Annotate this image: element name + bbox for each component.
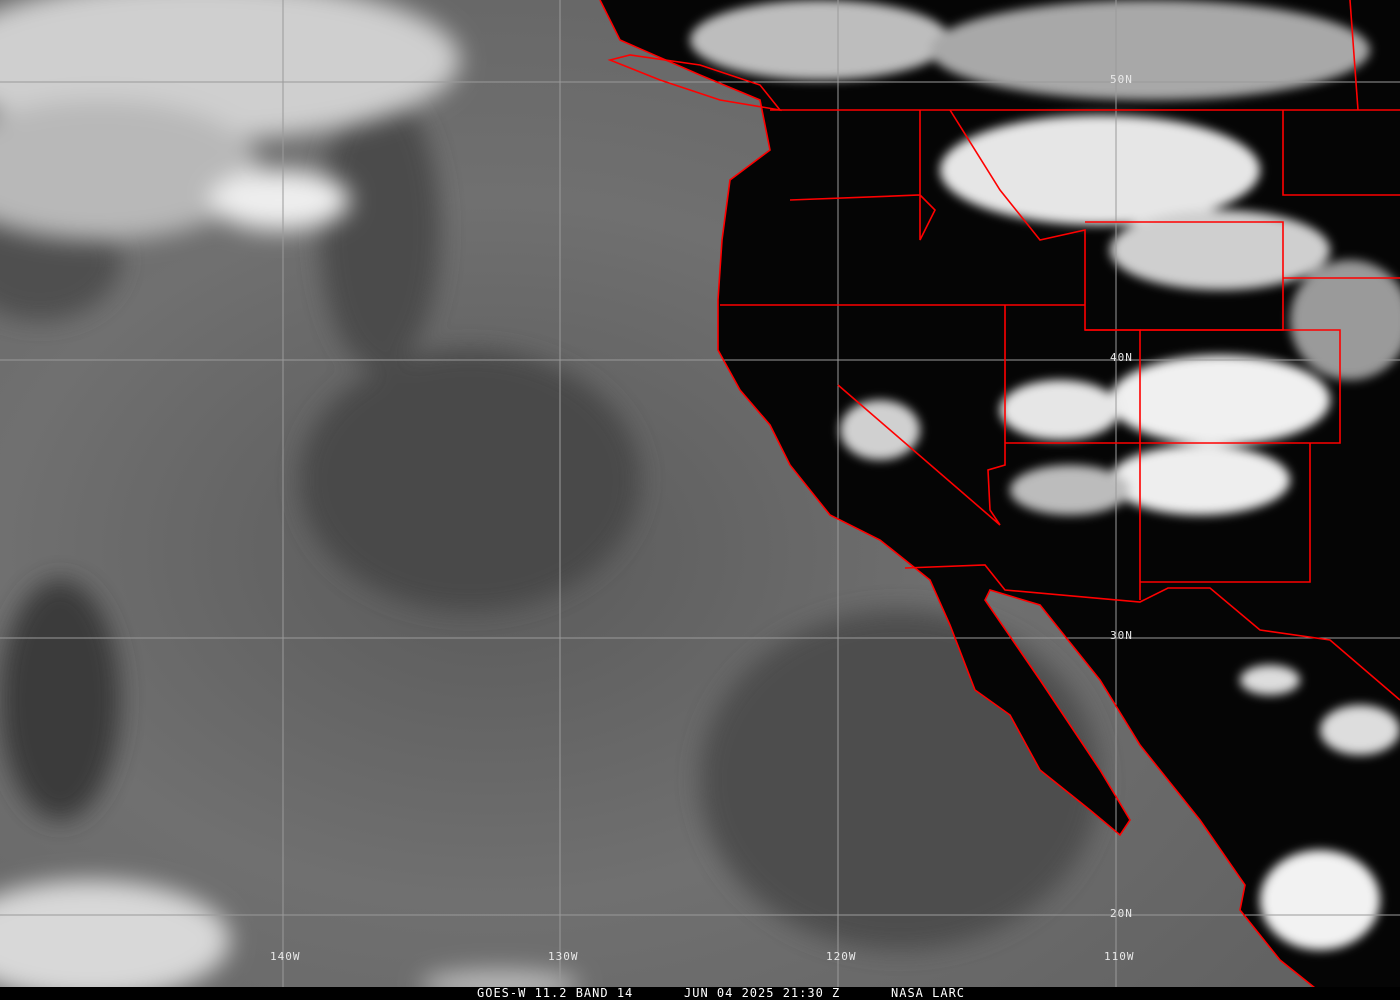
political-borders [599,0,1400,1000]
vancouver-island [607,54,782,112]
lon-label-120w: 120W [826,950,857,963]
credit-label: NASA LARC [891,986,966,1000]
lat-label-50n: 50N [1110,73,1133,86]
wyoming-border [1085,221,1284,331]
nevada-border [837,305,1006,526]
montana-border [1282,110,1400,196]
lat-label-30n: 30N [1110,629,1133,642]
lon-label-140w: 140W [270,950,301,963]
wa-or-border [789,110,936,241]
lon-label-110w: 110W [1104,950,1135,963]
us-mexico-border [904,564,1400,701]
caption-bar: GOES-W 11.2 BAND 14 JUN 04 2025 21:30 Z … [0,986,1400,1000]
nd-border [1349,0,1359,111]
lat-label-40n: 40N [1110,351,1133,364]
satellite-label: GOES-W 11.2 BAND 14 [477,986,634,1000]
coastline [599,0,1331,1000]
lon-label-130w: 130W [548,950,579,963]
ocean-clouds [0,0,580,1000]
nm-border [1140,443,1311,583]
datetime-label: JUN 04 2025 21:30 Z [684,986,841,1000]
land-clouds [690,0,1400,950]
lat-label-20n: 20N [1110,907,1133,920]
